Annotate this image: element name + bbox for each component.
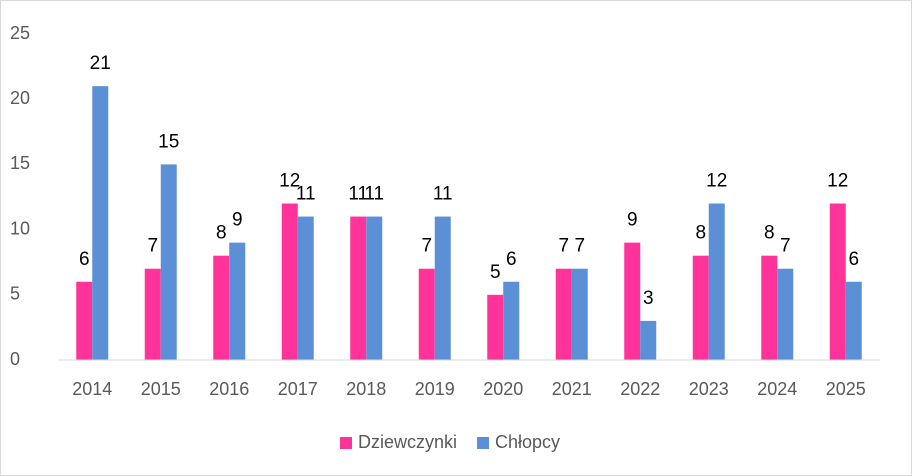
data-label: 15 — [158, 131, 179, 152]
data-label: 9 — [232, 210, 243, 231]
bar — [297, 216, 314, 360]
data-label: 11 — [296, 184, 316, 205]
x-tick-label: 2018 — [346, 379, 386, 399]
data-label: 8 — [764, 223, 775, 244]
data-label: 6 — [506, 249, 517, 270]
bar — [418, 268, 435, 360]
y-tick-label: 15 — [10, 153, 30, 173]
bar — [76, 281, 93, 360]
y-tick-label: 25 — [10, 23, 30, 43]
bar — [350, 216, 367, 360]
bar — [777, 268, 794, 360]
x-tick-label: 2024 — [757, 379, 797, 399]
bar — [640, 320, 657, 360]
data-label: 8 — [695, 223, 706, 244]
bar — [708, 203, 725, 360]
legend-label: Chłopcy — [495, 432, 560, 452]
data-label: 21 — [90, 53, 111, 74]
bar — [281, 203, 298, 360]
data-label: 11 — [433, 184, 453, 205]
legend-swatch — [340, 437, 352, 449]
data-label: 6 — [848, 249, 859, 270]
data-label: 7 — [421, 236, 432, 257]
data-label: 9 — [627, 210, 638, 231]
x-tick-label: 2020 — [483, 379, 523, 399]
data-label: 7 — [147, 236, 158, 257]
data-label: 7 — [574, 236, 585, 257]
bar — [845, 281, 862, 360]
data-label: 6 — [79, 249, 90, 270]
data-label: 11 — [348, 184, 368, 205]
bar — [555, 268, 572, 360]
data-label: 7 — [780, 236, 791, 257]
x-tick-label: 2017 — [278, 379, 318, 399]
bar — [366, 216, 383, 360]
x-tick-label: 2019 — [415, 379, 455, 399]
bar — [503, 281, 520, 360]
bar — [213, 255, 230, 360]
x-tick-label: 2016 — [209, 379, 249, 399]
data-label: 3 — [643, 288, 654, 309]
legend-label: Dziewczynki — [358, 432, 457, 452]
bar — [692, 255, 709, 360]
data-label: 8 — [216, 223, 227, 244]
x-tick-label: 2014 — [72, 379, 112, 399]
bar — [229, 242, 246, 360]
legend-swatch — [477, 437, 490, 449]
bar — [487, 294, 504, 360]
bar — [761, 255, 778, 360]
data-label: 5 — [490, 262, 501, 283]
bar — [571, 268, 588, 360]
x-tick-label: 2025 — [826, 379, 866, 399]
data-label: 7 — [558, 236, 569, 257]
bar — [434, 216, 451, 360]
data-label: 12 — [706, 171, 727, 192]
bar — [92, 86, 109, 360]
y-tick-label: 10 — [10, 218, 30, 238]
y-tick-label: 20 — [10, 88, 30, 108]
y-tick-label: 0 — [10, 349, 20, 369]
x-tick-label: 2022 — [620, 379, 660, 399]
x-tick-label: 2015 — [141, 379, 181, 399]
data-label: 12 — [279, 171, 300, 192]
x-tick-label: 2023 — [689, 379, 729, 399]
bar — [160, 164, 177, 360]
bar — [144, 268, 161, 360]
data-label: 12 — [827, 171, 848, 192]
x-tick-label: 2021 — [552, 379, 592, 399]
bar — [624, 242, 641, 360]
y-tick-label: 5 — [10, 284, 20, 304]
data-label: 11 — [364, 184, 384, 205]
bar — [829, 203, 846, 360]
